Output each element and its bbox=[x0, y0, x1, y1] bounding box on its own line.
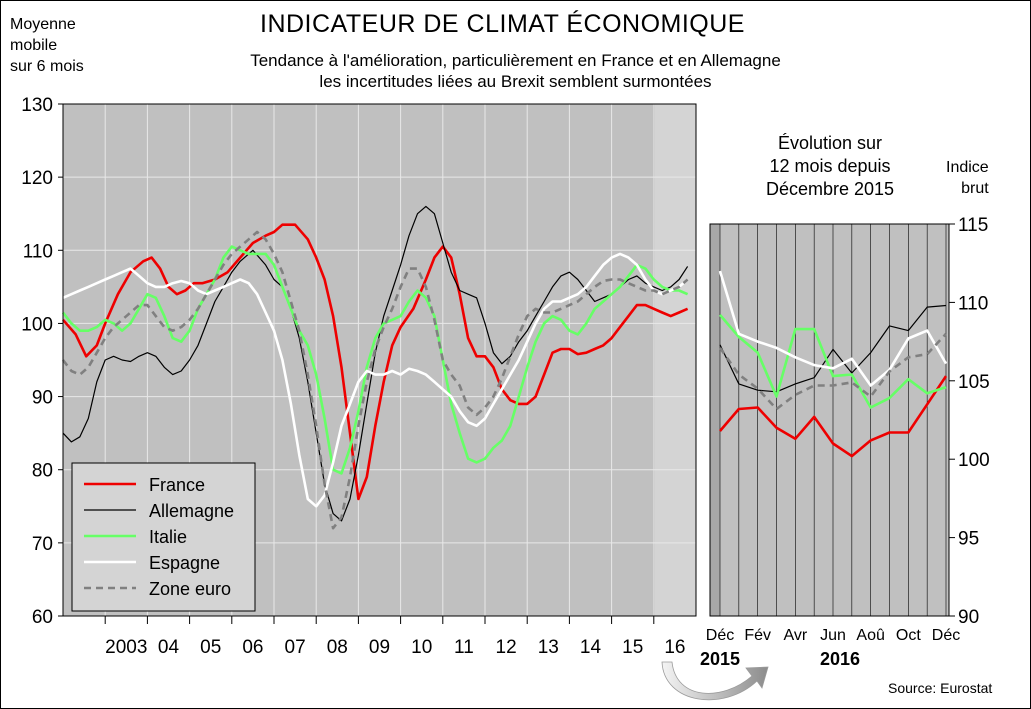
source-note: Source: Eurostat bbox=[888, 680, 993, 696]
inset-plot-border bbox=[709, 223, 950, 617]
main-xtick-label: 13 bbox=[538, 637, 559, 658]
main-xtick-label: 15 bbox=[622, 637, 643, 658]
inset-series-line-france bbox=[719, 375, 948, 458]
main-ytick-label: 70 bbox=[32, 534, 53, 555]
recent-period-shading bbox=[653, 104, 696, 616]
inset-series-line-allemagne bbox=[719, 304, 947, 393]
inset-ytick-label: 110 bbox=[958, 293, 988, 314]
main-xtick-label: 07 bbox=[285, 637, 306, 658]
inset-xtick-label: Avr bbox=[783, 627, 807, 644]
main-xtick-label: 2003 bbox=[105, 637, 147, 658]
inset-xtick-label: Jun bbox=[820, 627, 846, 644]
inset-xtick-label: Oct bbox=[896, 627, 921, 644]
inset-series-line-espagne bbox=[718, 270, 948, 387]
inset-ytick-label: 95 bbox=[958, 529, 979, 550]
inset-series-line-zone-euro bbox=[718, 332, 947, 411]
main-plot-border bbox=[62, 103, 697, 617]
inset-title: Évolution sur 12 mois depuis Décembre 20… bbox=[765, 133, 895, 199]
inset-start-band bbox=[710, 224, 720, 616]
series-line-italie bbox=[61, 245, 689, 475]
inset-xtick-label: Déc bbox=[706, 627, 734, 644]
main-xtick-label: 14 bbox=[580, 637, 602, 658]
main-xtick-label: 04 bbox=[158, 637, 180, 658]
inset-xtick-label: Fév bbox=[744, 627, 771, 644]
main-ytick-label: 60 bbox=[32, 607, 53, 628]
main-xtick-label: 11 bbox=[454, 637, 474, 658]
inset-ytick-label: 115 bbox=[958, 215, 988, 236]
chart-subtitle: Tendance à l'amélioration, particulièrem… bbox=[250, 51, 781, 91]
main-xtick-label: 16 bbox=[664, 637, 685, 658]
legend-label-zone-euro: Zone euro bbox=[149, 579, 231, 599]
main-ytick-label: 80 bbox=[32, 461, 53, 482]
inset-ytick-label: 100 bbox=[958, 450, 990, 471]
right-axis-label: Indice brut bbox=[946, 159, 989, 197]
inset-xtick-label: Déc bbox=[932, 627, 960, 644]
main-ytick-label: 110 bbox=[23, 241, 53, 262]
main-xtick-label: 09 bbox=[369, 637, 390, 658]
main-ytick-label: 100 bbox=[21, 314, 53, 335]
legend-label-italie: Italie bbox=[149, 527, 187, 547]
main-ytick-label: 120 bbox=[21, 168, 53, 189]
series-line-espagne bbox=[62, 252, 689, 508]
left-axis-label: Moyenne mobile sur 6 mois bbox=[10, 16, 84, 75]
inset-series-line-italie bbox=[719, 314, 947, 409]
curved-arrow-icon bbox=[661, 661, 769, 701]
main-xtick-label: 10 bbox=[411, 637, 432, 658]
main-xtick-label: 08 bbox=[327, 637, 348, 658]
main-ytick-label: 90 bbox=[32, 388, 53, 409]
legend-label-france: France bbox=[149, 475, 205, 495]
legend-label-espagne: Espagne bbox=[149, 553, 220, 573]
legend-label-allemagne: Allemagne bbox=[149, 501, 234, 521]
inset-year-label: 2016 bbox=[820, 649, 860, 669]
main-xtick-label: 06 bbox=[242, 637, 263, 658]
main-ytick-label: 130 bbox=[21, 95, 53, 116]
inset-year-label: 2015 bbox=[700, 649, 740, 669]
inset-ytick-label: 90 bbox=[958, 607, 979, 628]
inset-xtick-label: Aoû bbox=[856, 627, 884, 644]
inset-ytick-label: 105 bbox=[958, 372, 990, 393]
main-xtick-label: 12 bbox=[496, 637, 517, 658]
inset-plot-area bbox=[710, 224, 949, 616]
series-line-france bbox=[62, 223, 689, 501]
chart-title: INDICATEUR DE CLIMAT ÉCONOMIQUE bbox=[260, 10, 745, 38]
main-xtick-label: 05 bbox=[200, 637, 221, 658]
